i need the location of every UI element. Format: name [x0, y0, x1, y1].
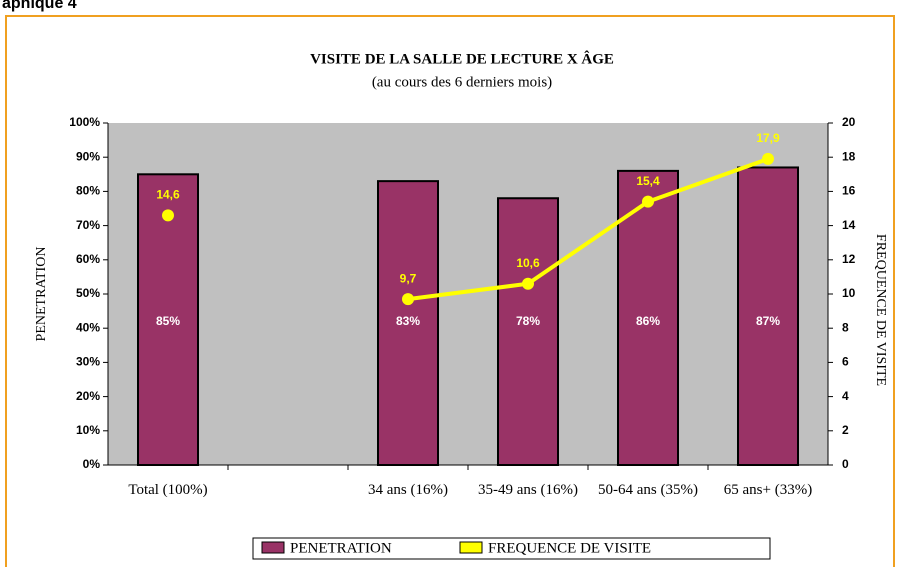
y-tick-label: 100% [69, 115, 100, 129]
legend-label: FREQUENCE DE VISITE [488, 540, 651, 556]
bar-label: 85% [156, 314, 180, 328]
bar [497, 197, 559, 467]
chart-title: VISITE DE LA SALLE DE LECTURE X ÂGE [310, 50, 614, 67]
x-tick-label-box: Total (100%) [128, 482, 208, 498]
legend-box [252, 537, 771, 560]
bar [377, 180, 439, 466]
y2-tick-label: 0 [842, 457, 849, 471]
point [162, 209, 174, 222]
point-label: 10,6 [516, 256, 540, 270]
bar [137, 173, 199, 467]
y2-tick-label: 16 [842, 184, 856, 198]
point [762, 152, 774, 165]
y2-tick-label: 10 [842, 286, 856, 300]
y2-tick-label: 4 [842, 389, 849, 403]
bar-label: 86% [636, 314, 660, 328]
point-label: 15,4 [636, 174, 660, 188]
y-tick-label: 50% [76, 286, 100, 300]
point [522, 277, 534, 290]
y2-tick-label: 18 [842, 149, 856, 163]
y2-tick-label: 8 [842, 320, 849, 334]
y2-tick-label: 6 [842, 355, 849, 369]
y2-axis-title: FREQUENCE DE VISITE [873, 234, 888, 386]
legend-label: PENETRATION [290, 540, 392, 556]
x-tick-label-box: 65 ans+ (33%) [723, 482, 813, 498]
x-tick-label-box: 34 ans (16%) [368, 482, 448, 498]
y-tick-label: 40% [76, 320, 100, 334]
point [642, 195, 654, 208]
y-axis-title: PENETRATION [34, 247, 49, 342]
x-tick-label: 34 ans (16%) [368, 482, 448, 498]
y2-tick-label: 2 [842, 423, 849, 437]
y2-tick-label: 20 [842, 115, 856, 129]
legend-swatch [459, 541, 483, 554]
bar [737, 166, 799, 467]
y-tick-label: 0% [83, 457, 101, 471]
point-label: 9,7 [400, 271, 417, 285]
y-tick-label: 70% [76, 218, 100, 232]
y-tick-label: 10% [76, 423, 100, 437]
bar-label: 78% [516, 314, 540, 328]
x-tick-label-box: 35-49 ans (16%) [478, 482, 578, 498]
y-tick-label: 90% [76, 149, 100, 163]
x-tick-label: 35-49 ans (16%) [478, 482, 578, 498]
bar-label: 83% [396, 314, 420, 328]
bar-label: 87% [756, 314, 780, 328]
page-label: aphique 4 [2, 0, 77, 12]
x-tick-label: 50-64 ans (35%) [598, 482, 698, 498]
y-tick-label: 30% [76, 355, 100, 369]
chart-subtitle: (au cours des 6 derniers mois) [372, 74, 552, 90]
y2-tick-label: 12 [842, 252, 856, 266]
x-tick-label: Total (100%) [128, 482, 208, 498]
y-tick-label: 20% [76, 389, 100, 403]
bar [617, 169, 679, 466]
y-tick-label: 60% [76, 252, 100, 266]
y2-tick-label: 14 [842, 218, 856, 232]
x-tick-label: 65 ans+ (33%) [723, 482, 813, 498]
x-tick-label-box: 50-64 ans (35%) [598, 482, 698, 498]
y-tick-label: 80% [76, 184, 100, 198]
legend-swatch [261, 541, 285, 554]
point-label: 17,9 [756, 131, 780, 145]
line [407, 157, 769, 302]
point [402, 293, 414, 306]
point-label: 14,6 [156, 188, 180, 202]
frame [5, 15, 895, 567]
